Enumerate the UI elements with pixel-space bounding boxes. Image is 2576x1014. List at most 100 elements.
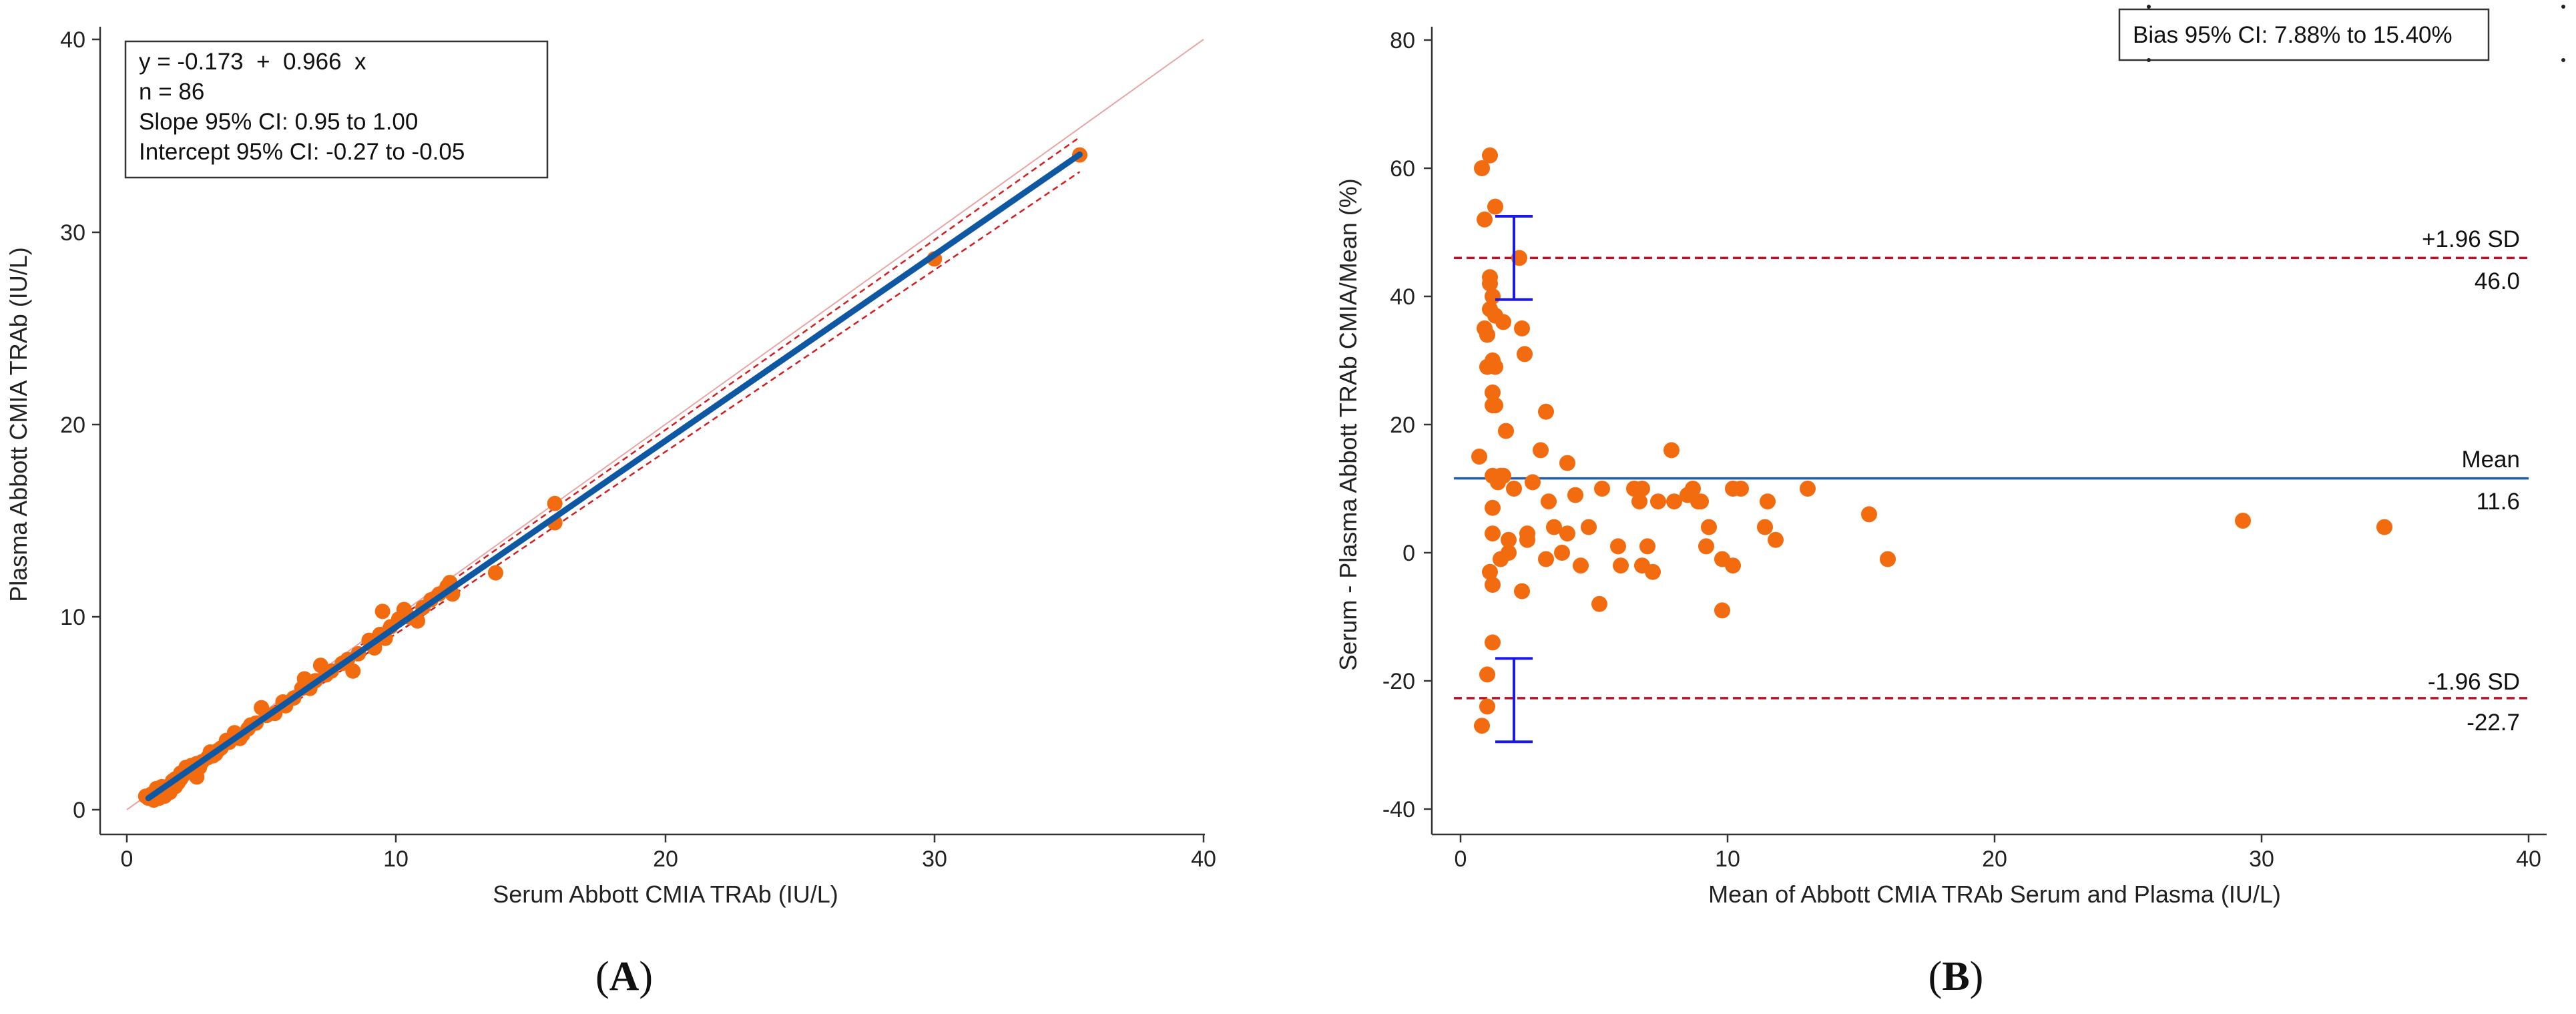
data-point <box>1525 474 1541 491</box>
data-point <box>1471 449 1487 465</box>
data-point <box>1477 211 1493 228</box>
data-point <box>1613 557 1629 574</box>
data-point <box>1514 320 1530 336</box>
data-point <box>1538 403 1554 420</box>
panel-b-box-handle <box>2147 58 2151 62</box>
data-point <box>1498 423 1514 439</box>
panel-b-box-handle <box>2561 58 2565 62</box>
data-point <box>1701 519 1717 535</box>
panel-b-box-handle <box>2561 5 2565 9</box>
data-point <box>1506 481 1522 497</box>
data-point <box>1639 538 1655 555</box>
data-point <box>1634 481 1650 497</box>
panel-a-intercept-ci: Intercept 95% CI: -0.27 to -0.05 <box>139 139 465 165</box>
data-point <box>1698 538 1714 555</box>
data-point <box>1567 487 1583 503</box>
data-point <box>1501 531 1517 548</box>
data-point <box>1474 160 1490 176</box>
panel-b-x-axis-label: Mean of Abbott CMIA TRAb Serum and Plasm… <box>1708 880 2281 908</box>
data-point <box>1485 385 1501 401</box>
data-point <box>1517 346 1533 362</box>
regression-line <box>145 151 1083 802</box>
data-point <box>1693 493 1709 510</box>
data-point <box>1485 288 1501 304</box>
data-point <box>1479 666 1495 683</box>
data-point <box>1733 481 1749 497</box>
data-point <box>1631 493 1647 510</box>
data-point <box>2235 513 2251 529</box>
data-point <box>1800 481 1816 497</box>
data-point <box>1650 493 1666 510</box>
data-point <box>1546 519 1562 535</box>
data-point <box>1714 602 1730 619</box>
data-point <box>1495 467 1511 484</box>
data-point <box>1519 525 1535 542</box>
data-point <box>1663 442 1680 459</box>
panel-b-lower-loa-label: -1.96 SD <box>2428 669 2520 695</box>
panel-a-label: (A) <box>595 954 653 999</box>
panel-b: -40 -20 0 20 40 60 80 0 10 20 30 40 Mean… <box>1334 5 2565 999</box>
panel-b-lower-loa-value: -22.7 <box>2467 710 2520 736</box>
panel-b-x-ticks: 0 10 20 30 40 <box>1455 834 2541 872</box>
panel-a-marks <box>126 39 1204 810</box>
panel-a-ytick-label: 0 <box>73 798 85 823</box>
data-point <box>1768 531 1784 548</box>
data-point <box>1482 147 1498 164</box>
data-point <box>1485 577 1501 593</box>
data-point <box>1479 326 1495 343</box>
data-point <box>1485 499 1501 516</box>
panel-b-bias-ci: Bias 95% CI: 7.88% to 15.40% <box>2133 22 2453 48</box>
data-point <box>1861 506 1877 523</box>
data-point <box>1757 519 1773 535</box>
panel-b-ytick-label: 40 <box>1390 284 1415 310</box>
panel-b-bias-box <box>2118 8 2490 61</box>
panel-a: 0 10 20 30 40 0 10 20 30 40 Serum Abbott… <box>5 27 1216 999</box>
data-point <box>1487 198 1503 215</box>
panel-b-ytick-label: 80 <box>1390 28 1415 53</box>
panel-a-stats-box <box>124 40 549 179</box>
data-point <box>1482 563 1498 580</box>
data-point <box>1591 595 1607 612</box>
panel-b-mean-value: 11.6 <box>2476 489 2520 515</box>
data-point <box>1501 545 1517 561</box>
data-point <box>1610 538 1626 555</box>
panel-b-xtick-label: 30 <box>2249 846 2274 872</box>
panel-b-xtick-label: 40 <box>2516 846 2541 872</box>
panel-a-ytick-label: 20 <box>60 413 85 438</box>
panel-a-y-axis-label: Plasma Abbott CMIA TRAb (IU/L) <box>5 247 32 602</box>
data-point <box>1482 275 1498 292</box>
data-point <box>1880 551 1896 567</box>
data-point <box>1760 493 1776 510</box>
panel-a-xtick-label: 30 <box>922 846 947 872</box>
lower-ci-line <box>148 171 1081 802</box>
panel-b-mean-label: Mean <box>2461 447 2520 473</box>
data-point <box>1645 563 1661 580</box>
panel-b-ytick-label: 0 <box>1402 541 1415 566</box>
panel-a-xtick-label: 20 <box>653 846 678 872</box>
panel-b-box-handle <box>2147 5 2151 9</box>
panel-a-slope-ci: Slope 95% CI: 0.95 to 1.00 <box>139 109 418 135</box>
panel-a-n: n = 86 <box>139 79 204 105</box>
panel-b-ytick-label: -20 <box>1382 669 1415 694</box>
panel-b-ytick-label: 60 <box>1390 156 1415 182</box>
data-point <box>487 565 503 581</box>
data-point <box>1487 397 1503 414</box>
data-point <box>2376 519 2392 535</box>
panel-b-y-ticks: -40 -20 0 20 40 60 80 <box>1382 28 1432 822</box>
panel-b-y-axis-label: Serum - Plasma Abbott TRAb CMIA/Mean (%) <box>1334 178 1362 671</box>
panel-b-xtick-label: 10 <box>1715 846 1740 872</box>
data-point <box>374 603 391 619</box>
data-point <box>1666 493 1682 510</box>
data-point <box>1474 718 1490 734</box>
data-point <box>1573 557 1589 574</box>
data-point <box>1538 551 1554 567</box>
panel-a-xtick-label: 0 <box>121 846 134 872</box>
panel-b-xtick-label: 20 <box>1982 846 2007 872</box>
panel-a-equation: y = -0.173 + 0.966 x <box>139 49 366 75</box>
data-point <box>1559 525 1575 542</box>
panel-a-xtick-label: 40 <box>1191 846 1216 872</box>
data-point <box>1514 583 1530 599</box>
data-point <box>1485 634 1501 651</box>
panel-b-label: (B) <box>1928 954 1984 999</box>
